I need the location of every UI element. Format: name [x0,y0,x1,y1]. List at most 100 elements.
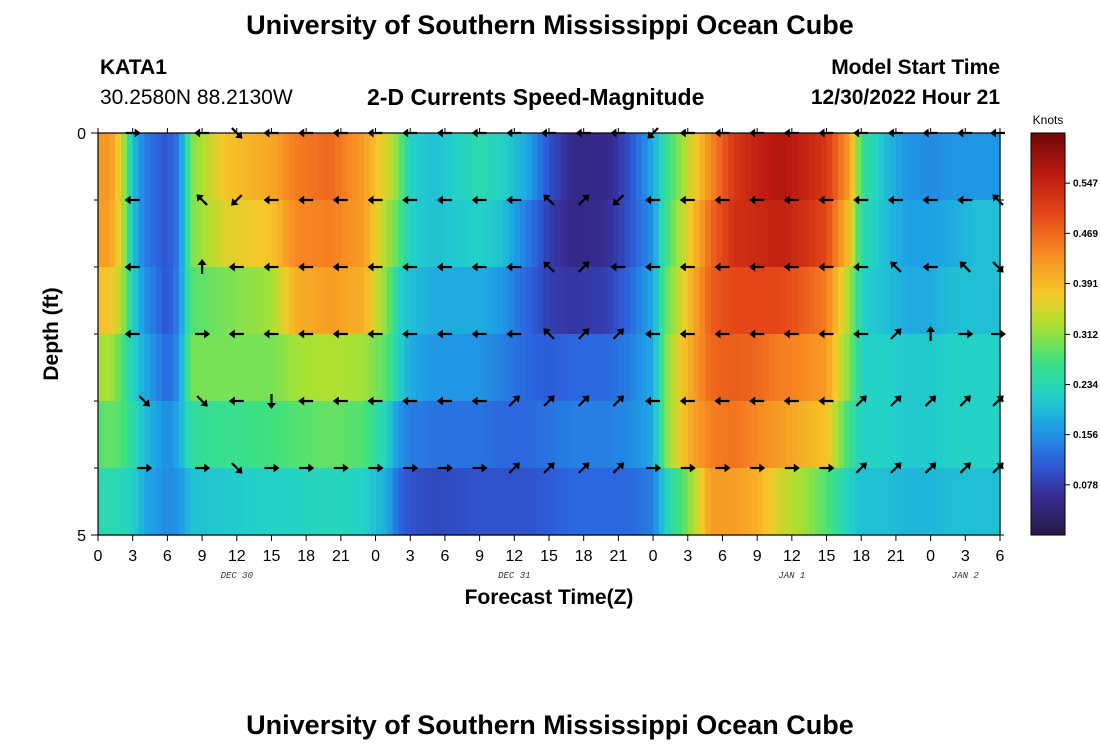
heatmap-cell [890,200,897,268]
heatmap-cell [716,401,724,469]
heatmap-cell [554,334,562,402]
heatmap-cell [381,401,388,469]
heatmap-cell [947,468,955,536]
current-arrow-icon [818,195,834,205]
heatmap-cell [178,401,186,469]
heatmap-cell [572,468,579,536]
heatmap-cell [774,334,781,402]
heatmap-cell [381,468,388,536]
heatmap-cell [867,267,874,335]
current-arrow-icon [577,194,590,206]
current-arrow-icon [543,328,555,340]
heatmap-cell [144,267,151,335]
heatmap-cell [254,334,261,402]
heatmap-cell [780,334,787,402]
current-arrow-icon [231,462,243,474]
heatmap-cell [814,267,822,335]
heatmap-cell [213,200,221,268]
heatmap-cell [323,401,330,469]
heatmap-cell [121,401,128,469]
heatmap-cell [207,334,215,402]
heatmap-cell [606,468,614,536]
heatmap-cell [398,401,406,469]
current-arrow-icon [959,261,972,273]
heatmap-cell [919,267,926,335]
heatmap-cell [369,133,377,201]
heatmap-cell [190,468,197,536]
heatmap-cell [248,133,255,201]
heatmap-cell [832,401,839,469]
heatmap-cell [369,468,377,536]
heatmap-cell [444,200,452,268]
current-arrow-icon [402,396,418,406]
heatmap-cell [479,468,486,536]
heatmap-cell [502,200,510,268]
heatmap-cell [549,334,556,402]
heatmap-cell [820,133,828,201]
heatmap-cell [722,468,729,536]
heatmap-cell [277,401,284,469]
heatmap-cell [230,133,238,201]
heatmap-cell [809,200,816,268]
heatmap-cell [965,468,972,536]
current-arrow-icon [714,329,730,339]
heatmap-cell [803,267,810,335]
heatmap-cell [624,200,631,268]
heatmap-cell [786,401,793,469]
heatmap-cell [236,200,244,268]
heatmap-cell [288,401,296,469]
axes: 0 3 6 9 12 15 18 21 0 3 6 9 12 15 18 21 0 3 6 9 12 15 18 21 0 3 6 D… [77,126,1004,581]
heatmap-cell [271,267,278,335]
heatmap-cell [583,401,591,469]
heatmap-cell [236,334,244,402]
heatmap-cell [514,468,521,536]
heatmap-cell [838,334,845,402]
current-arrow-icon [138,395,150,407]
heatmap-cell [311,133,319,201]
current-arrow-icon [749,262,765,272]
heatmap-cell [676,334,683,402]
heatmap-cell [901,133,909,201]
heatmap-cell [375,200,382,268]
heatmap-cell [230,334,238,402]
heatmap-cell [173,401,180,469]
heatmap-cell [884,267,891,335]
heatmap-cell [809,401,816,469]
heatmap-cell [710,133,718,201]
current-arrow-icon [472,463,488,473]
heatmap-cell [173,267,180,335]
heatmap-cell [589,267,596,335]
heatmap-cell [311,200,319,268]
current-arrow-icon [543,261,555,273]
heatmap-cell [456,468,463,536]
heatmap-cell [653,200,660,268]
heatmap-cell [693,267,700,335]
current-arrow-icon [818,262,834,272]
heatmap-cell [150,133,157,201]
heatmap-cell [919,401,926,469]
heatmap-cell [554,133,562,201]
heatmap-cell [363,401,371,469]
heatmap-cell [508,468,515,536]
heatmap-cell [439,267,446,335]
current-arrow-icon [543,395,555,407]
heatmap-cell [942,401,949,469]
heatmap-cell [589,200,596,268]
heatmap-cell [508,267,515,335]
heatmap-cell [832,468,839,536]
heatmap-cell [520,200,527,268]
current-arrow-icon [890,395,902,407]
heatmap-cell [259,468,267,536]
colorbar-tick-label: 0.391 [1073,279,1098,290]
heatmap-cell [306,267,313,335]
heatmap-cell [300,267,307,335]
heatmap-cell [919,133,926,201]
heatmap-cell [520,401,527,469]
heatmap-cell [722,334,729,402]
heatmap-cell [895,133,903,201]
heatmap-cell [629,334,637,402]
heatmap-cell [699,267,706,335]
heatmap-cell [953,468,961,536]
heatmap-cell [115,133,122,201]
heatmap-cell [924,468,932,536]
